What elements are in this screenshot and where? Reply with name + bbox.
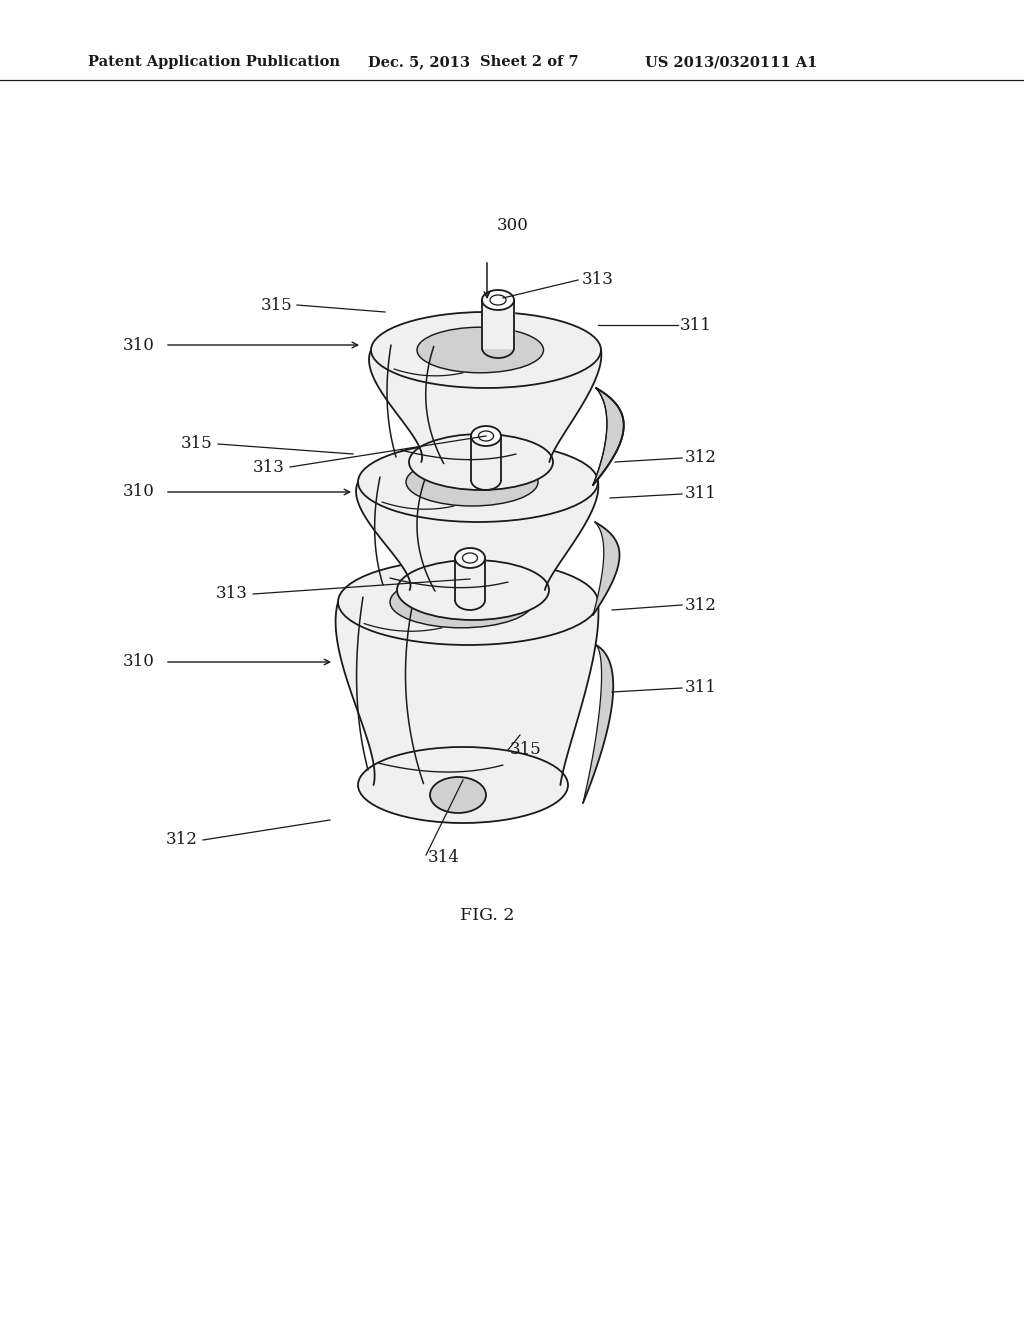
Ellipse shape <box>417 327 544 372</box>
Text: 313: 313 <box>216 586 248 602</box>
Ellipse shape <box>338 558 598 645</box>
Ellipse shape <box>471 426 501 446</box>
Ellipse shape <box>358 442 598 521</box>
Text: Sheet 2 of 7: Sheet 2 of 7 <box>480 55 579 69</box>
Polygon shape <box>336 560 598 822</box>
Polygon shape <box>471 436 501 480</box>
Text: 313: 313 <box>253 458 285 475</box>
Polygon shape <box>593 521 620 615</box>
Text: 312: 312 <box>166 832 198 849</box>
Text: 311: 311 <box>685 486 717 503</box>
Polygon shape <box>455 558 485 601</box>
Text: 312: 312 <box>685 450 717 466</box>
Polygon shape <box>482 300 514 348</box>
Text: 312: 312 <box>685 597 717 614</box>
Text: 315: 315 <box>510 742 542 759</box>
Text: 311: 311 <box>680 317 712 334</box>
Text: US 2013/0320111 A1: US 2013/0320111 A1 <box>645 55 817 69</box>
Ellipse shape <box>371 312 601 388</box>
Polygon shape <box>369 312 601 490</box>
Ellipse shape <box>406 458 538 506</box>
Ellipse shape <box>409 434 553 490</box>
Polygon shape <box>583 645 613 803</box>
Text: 315: 315 <box>261 297 293 314</box>
Text: 310: 310 <box>123 337 155 354</box>
Ellipse shape <box>482 290 514 310</box>
Ellipse shape <box>390 577 534 628</box>
Ellipse shape <box>430 777 486 813</box>
Text: 310: 310 <box>123 483 155 500</box>
Polygon shape <box>593 388 624 484</box>
Text: 300: 300 <box>497 216 528 234</box>
Text: FIG. 2: FIG. 2 <box>460 907 514 924</box>
Ellipse shape <box>455 548 485 568</box>
Text: 314: 314 <box>428 849 460 866</box>
Text: Dec. 5, 2013: Dec. 5, 2013 <box>368 55 470 69</box>
Polygon shape <box>356 442 598 620</box>
Text: 315: 315 <box>181 436 213 453</box>
Text: 310: 310 <box>123 653 155 671</box>
Ellipse shape <box>397 560 549 620</box>
Text: 313: 313 <box>582 272 613 289</box>
Text: Patent Application Publication: Patent Application Publication <box>88 55 340 69</box>
Ellipse shape <box>358 747 568 822</box>
Text: 311: 311 <box>685 680 717 697</box>
